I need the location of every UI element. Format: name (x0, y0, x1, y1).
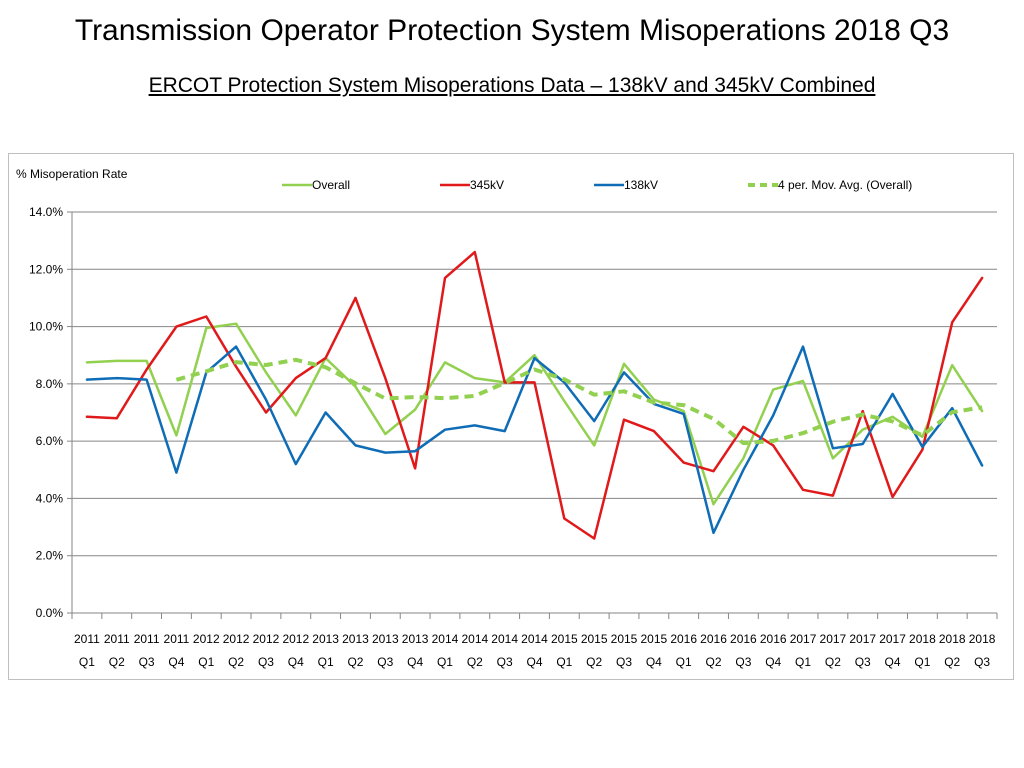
y-axis-title: % Misoperation Rate (16, 167, 128, 181)
x-tick-label-year: 2012 (282, 632, 309, 646)
series-line-1 (85, 250, 984, 540)
x-tick-label-year: 2012 (253, 632, 280, 646)
y-tick-label: 12.0% (29, 262, 63, 276)
x-tick-label-quarter: Q2 (467, 655, 483, 669)
x-tick-label-quarter: Q1 (676, 655, 692, 669)
x-tick-label-quarter: Q3 (497, 655, 513, 669)
x-tick-label-year: 2017 (879, 632, 906, 646)
x-tick-label-year: 2014 (491, 632, 518, 646)
x-tick-label-quarter: Q4 (765, 655, 781, 669)
series-line-2 (85, 345, 984, 535)
x-tick-label-quarter: Q3 (855, 655, 871, 669)
x-tick-label-quarter: Q4 (885, 655, 901, 669)
y-tick-label: 10.0% (29, 320, 63, 334)
x-tick-label-quarter: Q3 (377, 655, 393, 669)
x-tick-label-year: 2016 (730, 632, 757, 646)
x-tick-label-year: 2014 (521, 632, 548, 646)
y-tick-label: 14.0% (29, 205, 63, 219)
x-tick-label-quarter: Q3 (974, 655, 990, 669)
x-tick-label-year: 2014 (461, 632, 488, 646)
x-tick-label-quarter: Q2 (825, 655, 841, 669)
x-tick-label-year: 2018 (969, 632, 996, 646)
x-tick-label-year: 2013 (312, 632, 339, 646)
x-tick-label-year: 2016 (670, 632, 697, 646)
x-tick-label-quarter: Q2 (944, 655, 960, 669)
x-tick-label-year: 2016 (760, 632, 787, 646)
x-tick-label-quarter: Q2 (109, 655, 125, 669)
legend-label-1: 345kV (470, 178, 504, 192)
x-tick-label-year: 2011 (74, 632, 100, 646)
x-tick-label-quarter: Q2 (347, 655, 363, 669)
x-tick-label-year: 2012 (193, 632, 220, 646)
x-tick-label-year: 2013 (342, 632, 369, 646)
page-subtitle: ERCOT Protection System Misoperations Da… (148, 74, 876, 97)
x-tick-label-quarter: Q4 (288, 655, 304, 669)
x-tick-label-year: 2015 (611, 632, 638, 646)
x-tick-label-quarter: Q1 (437, 655, 453, 669)
y-tick-label: 8.0% (36, 377, 64, 391)
x-tick-label-year: 2018 (909, 632, 936, 646)
page-title: Transmission Operator Protection System … (74, 14, 950, 47)
y-tick-label: 4.0% (36, 491, 64, 505)
legend-label-3: 4 per. Mov. Avg. (Overall) (778, 178, 912, 192)
x-tick-label-quarter: Q2 (706, 655, 722, 669)
series-line-3 (175, 357, 983, 446)
y-tick-label: 2.0% (36, 549, 64, 563)
x-tick-label-year: 2012 (223, 632, 250, 646)
x-tick-label-year: 2017 (849, 632, 876, 646)
x-tick-label-quarter: Q3 (139, 655, 155, 669)
x-tick-label-year: 2011 (164, 632, 190, 646)
x-tick-label-year: 2013 (372, 632, 399, 646)
x-tick-label-quarter: Q3 (735, 655, 751, 669)
x-tick-label-quarter: Q1 (198, 655, 214, 669)
x-tick-label-quarter: Q1 (795, 655, 811, 669)
x-tick-label-quarter: Q4 (646, 655, 662, 669)
x-tick-label-year: 2011 (104, 632, 130, 646)
x-tick-label-year: 2015 (581, 632, 608, 646)
x-tick-label-year: 2014 (432, 632, 459, 646)
x-tick-label-quarter: Q2 (228, 655, 244, 669)
x-tick-label-quarter: Q4 (168, 655, 184, 669)
x-tick-label-year: 2017 (790, 632, 817, 646)
x-tick-label-quarter: Q4 (407, 655, 423, 669)
x-tick-label-quarter: Q1 (914, 655, 930, 669)
x-tick-label-quarter: Q3 (258, 655, 274, 669)
legend-label-0: Overall (312, 178, 350, 192)
x-tick-label-quarter: Q1 (556, 655, 572, 669)
x-tick-label-year: 2013 (402, 632, 429, 646)
x-tick-label-quarter: Q1 (79, 655, 95, 669)
x-tick-label-quarter: Q4 (526, 655, 542, 669)
y-tick-label: 6.0% (36, 434, 64, 448)
x-tick-label-quarter: Q3 (616, 655, 632, 669)
x-tick-label-year: 2017 (820, 632, 847, 646)
x-tick-label-year: 2015 (551, 632, 578, 646)
y-tick-label: 0.0% (36, 606, 64, 620)
x-tick-label-year: 2011 (134, 632, 160, 646)
x-tick-label-year: 2016 (700, 632, 727, 646)
x-tick-label-quarter: Q2 (586, 655, 602, 669)
x-tick-label-year: 2018 (939, 632, 966, 646)
x-tick-label-quarter: Q1 (318, 655, 334, 669)
x-tick-label-year: 2015 (641, 632, 668, 646)
series-line-0 (85, 322, 984, 506)
legend-label-2: 138kV (624, 178, 658, 192)
